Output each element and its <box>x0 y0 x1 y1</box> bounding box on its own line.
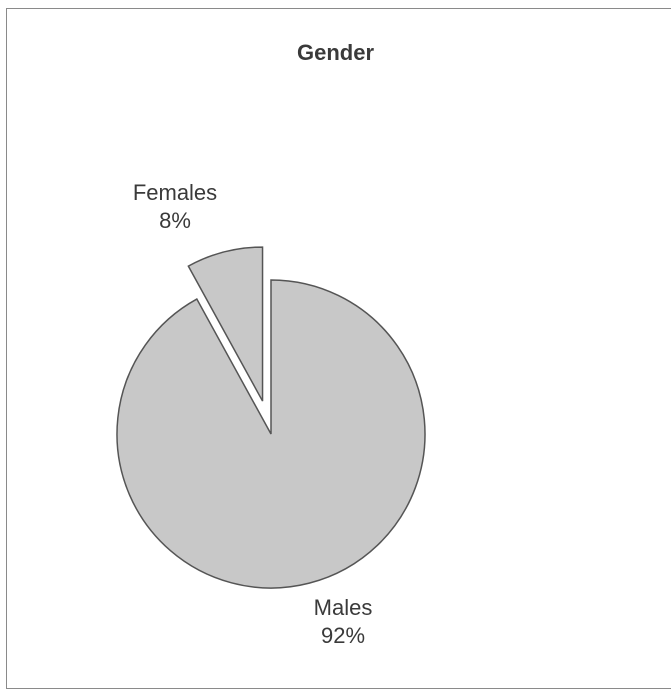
slice-label-males-percent: 92% <box>321 623 365 648</box>
pie-slices <box>116 246 426 589</box>
chart-title: Gender <box>296 40 375 65</box>
pie-slice-females <box>187 246 264 402</box>
slice-label-females-name: Females <box>133 180 217 205</box>
pie-slice-males <box>116 279 426 589</box>
pie-labels: Males 92% Females 8% <box>133 180 373 648</box>
slice-label-females-percent: 8% <box>159 208 191 233</box>
slice-label-males-name: Males <box>314 595 373 620</box>
